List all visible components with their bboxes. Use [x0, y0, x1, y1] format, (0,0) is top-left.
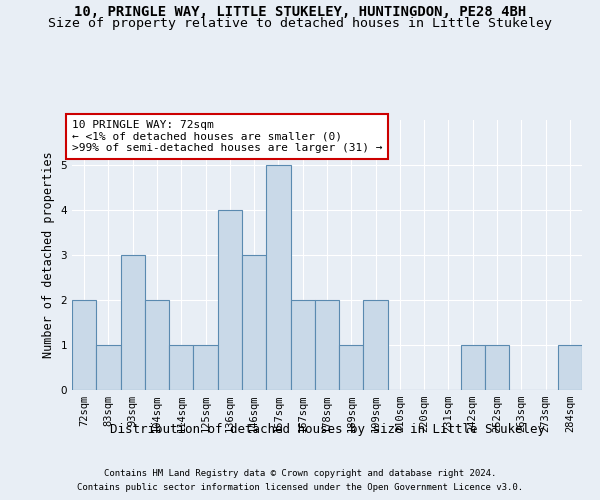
- Bar: [266, 165, 290, 390]
- Text: 10 PRINGLE WAY: 72sqm
← <1% of detached houses are smaller (0)
>99% of semi-deta: 10 PRINGLE WAY: 72sqm ← <1% of detached …: [72, 120, 383, 153]
- Bar: [121, 255, 145, 390]
- Bar: [193, 345, 218, 390]
- Text: Contains HM Land Registry data © Crown copyright and database right 2024.: Contains HM Land Registry data © Crown c…: [104, 468, 496, 477]
- Bar: [145, 300, 169, 390]
- Bar: [339, 345, 364, 390]
- Bar: [558, 345, 582, 390]
- Bar: [242, 255, 266, 390]
- Bar: [169, 345, 193, 390]
- Bar: [485, 345, 509, 390]
- Y-axis label: Number of detached properties: Number of detached properties: [42, 152, 55, 358]
- Text: Distribution of detached houses by size in Little Stukeley: Distribution of detached houses by size …: [110, 422, 545, 436]
- Text: 10, PRINGLE WAY, LITTLE STUKELEY, HUNTINGDON, PE28 4BH: 10, PRINGLE WAY, LITTLE STUKELEY, HUNTIN…: [74, 5, 526, 19]
- Bar: [96, 345, 121, 390]
- Bar: [364, 300, 388, 390]
- Text: Size of property relative to detached houses in Little Stukeley: Size of property relative to detached ho…: [48, 18, 552, 30]
- Bar: [290, 300, 315, 390]
- Bar: [461, 345, 485, 390]
- Bar: [218, 210, 242, 390]
- Text: Contains public sector information licensed under the Open Government Licence v3: Contains public sector information licen…: [77, 484, 523, 492]
- Bar: [315, 300, 339, 390]
- Bar: [72, 300, 96, 390]
